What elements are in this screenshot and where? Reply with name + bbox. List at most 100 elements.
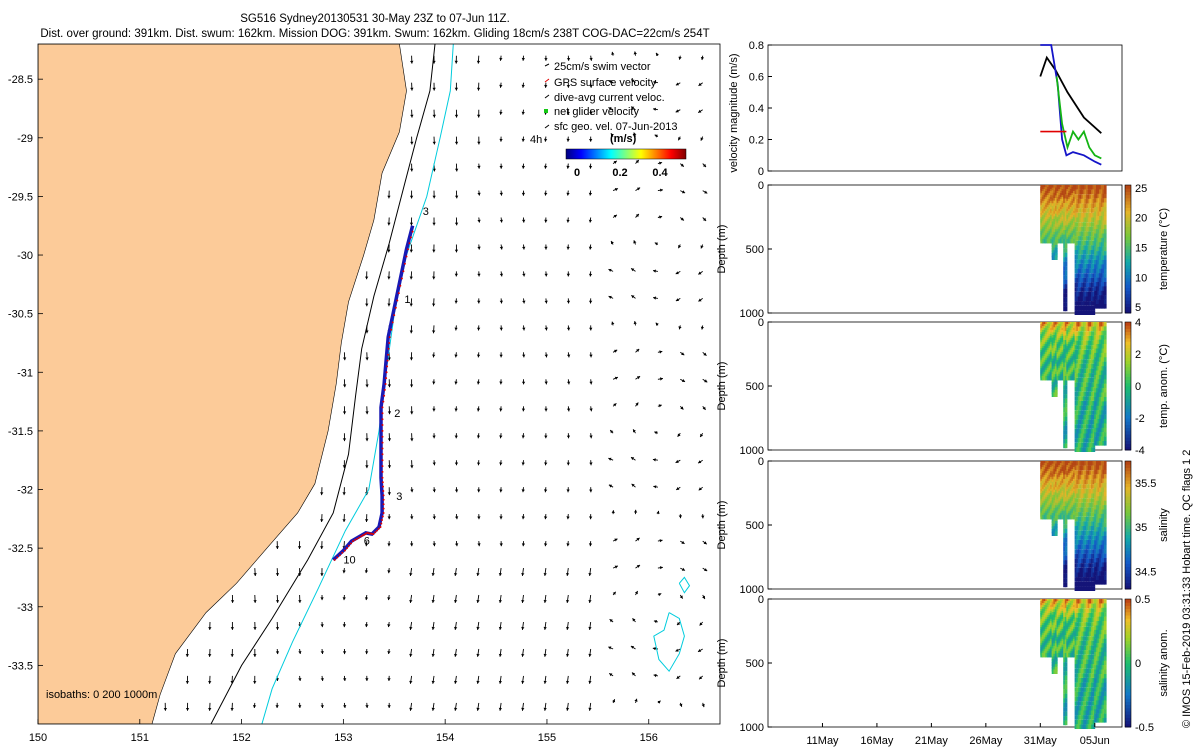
- section-cell: [1092, 322, 1096, 327]
- vector-arrow: [589, 325, 593, 331]
- section-cell: [1077, 696, 1081, 702]
- section-cell: [1095, 441, 1099, 446]
- section-cell: [1076, 254, 1079, 260]
- section-cell: [1087, 447, 1091, 452]
- section-cell: [1102, 277, 1105, 283]
- section-cell: [1079, 231, 1083, 237]
- section-cell: [1084, 687, 1087, 692]
- section-cell: [1097, 237, 1101, 243]
- section-cell: [1076, 645, 1079, 651]
- section-cell: [1087, 424, 1091, 429]
- section-cell: [1082, 617, 1086, 623]
- vector-arrow: [675, 648, 681, 652]
- section-cell: [1095, 366, 1099, 371]
- section-cell: [1091, 498, 1094, 503]
- vector-arrow: [387, 594, 391, 601]
- section-cell: [1059, 652, 1063, 658]
- section-cell: [1064, 666, 1068, 672]
- section-cell: [1097, 260, 1101, 265]
- section-cell: [1068, 375, 1071, 381]
- section-cell: [1063, 266, 1066, 271]
- section-cell: [1055, 379, 1058, 384]
- vector-arrow: [409, 352, 414, 361]
- section-cell: [1084, 222, 1087, 227]
- vector-arrow: [635, 213, 640, 218]
- section-cell: [1050, 238, 1053, 244]
- vector-arrow: [652, 458, 658, 462]
- vector-arrow: [612, 591, 617, 596]
- legend-net-glider-velocity: net glider velocity: [554, 106, 639, 118]
- section-cell: [1055, 606, 1058, 612]
- section-cell: [1102, 207, 1105, 212]
- section-cell: [1074, 226, 1078, 232]
- section-cell: [1092, 291, 1096, 297]
- vector-arrow: [409, 190, 414, 199]
- section-cell: [1089, 498, 1092, 503]
- velocity-series-line: [1039, 55, 1102, 134]
- section-cell: [1092, 305, 1096, 311]
- section-cell: [1063, 362, 1066, 368]
- vector-arrow: [634, 509, 638, 515]
- section-cell: [1104, 441, 1107, 446]
- section-cell: [1081, 654, 1084, 660]
- section-cell: [1077, 668, 1081, 674]
- section-cell: [1104, 277, 1107, 283]
- section-cell: [1089, 335, 1092, 341]
- section-cell: [1063, 243, 1066, 249]
- vector-arrow: [342, 648, 347, 655]
- section-cell: [1055, 366, 1058, 371]
- section-cell: [1079, 264, 1083, 269]
- section-cell: [1099, 322, 1102, 327]
- section-cell: [1055, 348, 1058, 353]
- section-cell: [1055, 376, 1058, 382]
- gps-fix: [385, 371, 388, 374]
- section-cell: [1077, 691, 1081, 697]
- vector-arrow: [543, 702, 547, 711]
- section-cell: [1081, 488, 1084, 494]
- section-cell: [1063, 335, 1066, 341]
- section-cell: [1076, 236, 1079, 241]
- section-cell: [1100, 352, 1104, 358]
- section-cell: [1095, 513, 1099, 519]
- vector-arrow: [657, 350, 663, 354]
- section-cell: [1099, 509, 1102, 515]
- section-cell: [1100, 322, 1104, 327]
- section-cell: [1086, 488, 1089, 494]
- section-cell: [1089, 345, 1092, 350]
- gps-fix: [381, 447, 384, 450]
- section-cell: [1089, 603, 1092, 609]
- section-cell: [1077, 368, 1081, 374]
- section-cell: [1086, 558, 1089, 564]
- section-cell: [1064, 612, 1068, 618]
- section-cell: [1053, 213, 1056, 219]
- section-cell: [1099, 330, 1102, 336]
- section-cell: [1079, 563, 1083, 568]
- colorbar-step: [1125, 347, 1131, 352]
- gps-fix: [397, 292, 400, 295]
- section-cell: [1082, 226, 1086, 232]
- section-cell: [1053, 361, 1056, 366]
- vector-arrow: [612, 349, 618, 353]
- isobath-1000m-eddy: [653, 612, 685, 673]
- section-cell: [1086, 484, 1089, 489]
- section-cell: [1102, 286, 1105, 291]
- gps-fix: [372, 533, 375, 536]
- section-cell: [1092, 447, 1096, 452]
- section-cell: [1053, 669, 1056, 674]
- vector-arrow: [477, 325, 481, 331]
- section-cell: [1089, 382, 1092, 387]
- vector-arrow: [612, 565, 619, 569]
- section-cell: [1055, 185, 1058, 190]
- section-cell: [1055, 476, 1058, 482]
- section-cell: [1084, 236, 1087, 241]
- gps-fix: [388, 336, 391, 339]
- section-cell: [1099, 427, 1102, 433]
- section-cell: [1087, 222, 1091, 227]
- section-cell: [1076, 650, 1079, 655]
- section-cell: [1074, 222, 1078, 227]
- section-cell: [1092, 442, 1096, 448]
- section-cell: [1100, 509, 1104, 515]
- section-cell: [1076, 419, 1079, 425]
- section-cell: [1076, 363, 1079, 369]
- day-marker-label: 2: [394, 408, 400, 420]
